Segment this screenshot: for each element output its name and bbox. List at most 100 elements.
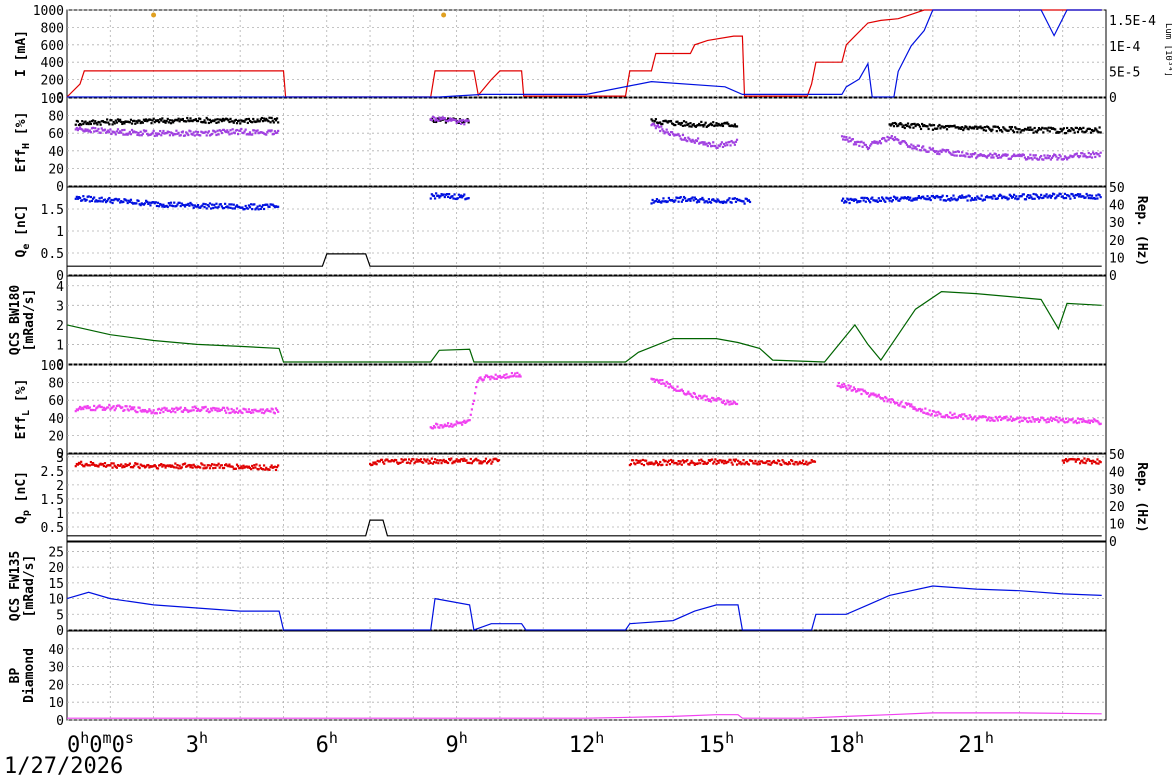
data-point bbox=[110, 462, 113, 465]
data-point bbox=[739, 460, 742, 464]
data-point bbox=[162, 203, 165, 206]
data-point bbox=[147, 410, 150, 413]
data-point bbox=[457, 120, 460, 123]
right-tick-label: 1.5E-4 bbox=[1109, 14, 1156, 29]
data-point bbox=[83, 130, 86, 133]
data-point bbox=[414, 460, 417, 463]
data-point bbox=[430, 193, 433, 196]
data-point bbox=[842, 138, 845, 141]
data-point bbox=[235, 204, 239, 207]
data-point bbox=[152, 129, 155, 132]
data-point bbox=[666, 382, 669, 385]
data-point bbox=[1037, 158, 1041, 161]
data-point bbox=[468, 419, 471, 422]
series-line-green bbox=[66, 290, 1102, 363]
data-point bbox=[240, 465, 243, 468]
panel-frame bbox=[66, 630, 1107, 721]
data-point bbox=[928, 196, 931, 200]
data-point bbox=[80, 408, 83, 411]
data-point bbox=[1090, 462, 1094, 465]
data-point bbox=[240, 127, 243, 131]
data-point bbox=[1083, 153, 1086, 156]
data-point bbox=[140, 410, 143, 413]
data-point bbox=[906, 122, 910, 125]
data-point bbox=[738, 462, 741, 465]
data-point bbox=[1031, 158, 1034, 161]
data-point bbox=[249, 468, 253, 471]
data-point bbox=[272, 121, 275, 124]
data-point bbox=[235, 463, 239, 466]
data-point bbox=[636, 461, 639, 464]
data-point bbox=[247, 133, 251, 136]
data-point bbox=[1027, 156, 1030, 159]
right-tick-label: 40 bbox=[1109, 199, 1125, 214]
data-point bbox=[129, 118, 133, 121]
data-point bbox=[147, 463, 150, 467]
data-point bbox=[137, 465, 140, 468]
data-point bbox=[1093, 152, 1096, 156]
data-point bbox=[1074, 419, 1077, 422]
data-point bbox=[780, 463, 783, 467]
data-point bbox=[725, 402, 728, 405]
data-point bbox=[878, 139, 882, 143]
data-point bbox=[141, 132, 144, 135]
data-point bbox=[243, 130, 246, 133]
data-point bbox=[1038, 196, 1042, 199]
y-tick-label: 0.5 bbox=[41, 521, 64, 536]
data-point bbox=[449, 196, 452, 200]
data-point bbox=[189, 201, 192, 205]
data-point bbox=[1018, 420, 1021, 424]
data-point bbox=[270, 116, 273, 119]
data-point bbox=[676, 120, 679, 123]
data-point bbox=[851, 389, 854, 392]
data-point bbox=[1036, 418, 1040, 421]
data-point bbox=[203, 119, 206, 122]
data-point bbox=[88, 129, 91, 132]
data-point bbox=[863, 389, 866, 392]
data-point bbox=[386, 458, 389, 461]
data-point bbox=[988, 416, 991, 419]
data-point bbox=[1086, 155, 1089, 159]
data-point bbox=[109, 200, 112, 203]
data-point bbox=[114, 119, 117, 122]
data-point bbox=[234, 118, 238, 121]
panel-ylabel: EffH [%] bbox=[14, 112, 32, 173]
data-point bbox=[911, 122, 914, 126]
data-point bbox=[945, 128, 949, 131]
data-point bbox=[119, 130, 122, 133]
data-point bbox=[247, 204, 251, 207]
series-line-blue bbox=[66, 585, 1102, 631]
data-point bbox=[432, 194, 436, 198]
data-point bbox=[655, 198, 659, 201]
data-point bbox=[187, 202, 190, 206]
data-point bbox=[751, 459, 754, 463]
data-point bbox=[939, 149, 942, 152]
data-point bbox=[89, 131, 93, 134]
data-point bbox=[502, 375, 505, 378]
data-point bbox=[1042, 131, 1045, 134]
data-point bbox=[1042, 196, 1045, 199]
data-point bbox=[182, 409, 186, 412]
data-point bbox=[877, 197, 880, 200]
data-point bbox=[880, 196, 884, 199]
data-point bbox=[953, 124, 956, 127]
data-point bbox=[161, 131, 164, 135]
data-point bbox=[439, 459, 442, 462]
data-point bbox=[219, 129, 222, 133]
data-point bbox=[887, 197, 890, 200]
data-point bbox=[660, 382, 663, 385]
data-point bbox=[126, 133, 129, 136]
data-point bbox=[1046, 154, 1049, 157]
data-point bbox=[518, 373, 521, 376]
data-point bbox=[704, 121, 707, 124]
data-point bbox=[142, 410, 146, 413]
data-point bbox=[1085, 129, 1088, 132]
data-point bbox=[1013, 153, 1016, 156]
series-line-magenta bbox=[67, 712, 1102, 719]
data-point bbox=[189, 130, 192, 133]
data-point bbox=[76, 197, 80, 200]
data-point bbox=[672, 386, 675, 389]
data-point bbox=[952, 416, 955, 419]
data-point bbox=[77, 407, 81, 410]
right-tick-label: 0 bbox=[1109, 535, 1117, 550]
